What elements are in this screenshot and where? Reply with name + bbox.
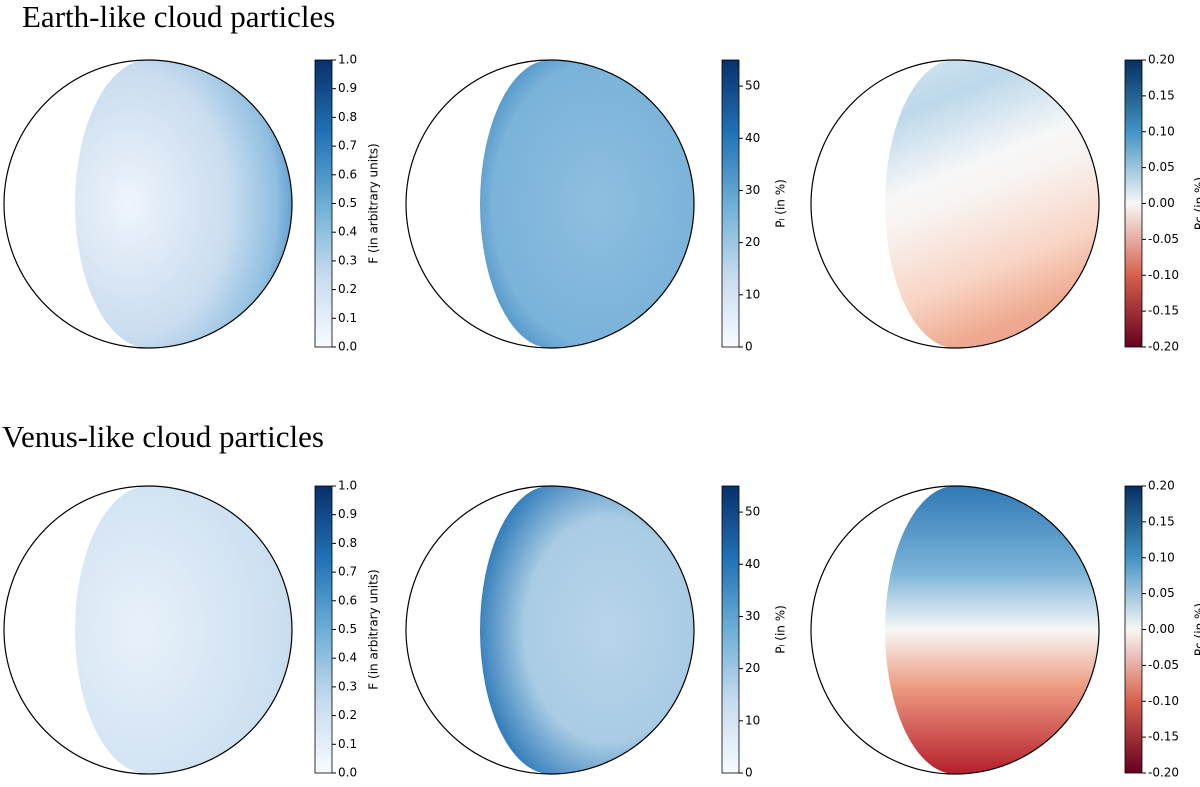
colorbar [314,59,333,348]
colorbar-tick-label: 0.3 [338,253,357,267]
colorbar-label: F (in arbitrary units) [367,143,381,263]
colorbar-tick-label: 0.2 [338,708,357,722]
colorbar-tick-label: 30 [745,609,760,623]
colorbar-tick-label: 0 [745,340,753,354]
colorbar-tick-label: 30 [745,183,760,197]
colorbar-tick-label: 0.6 [338,167,357,181]
colorbar-tick-label: 0.9 [338,81,357,95]
colorbar-tick-label: 0.5 [338,196,357,210]
colorbar-tick-label: 40 [745,131,760,145]
colorbar [314,485,333,774]
disk-image [885,60,1099,348]
colorbar-tick-label: 0.20 [1148,53,1175,67]
colorbar-tick-label: 0.1 [338,737,357,751]
colorbar-tick-label: 0.2 [338,282,357,296]
colorbar-tick-label: 0.5 [338,622,357,636]
disk-image [75,486,292,774]
colorbar-tick-label: 20 [745,661,760,675]
colorbar-tick-label: 0.0 [338,340,357,354]
colorbar-tick-label: 10 [745,713,760,727]
colorbar-tick-label: 0.00 [1148,196,1175,210]
colorbar-tick-label: 10 [745,287,760,301]
colorbar-tick-label: 0.8 [338,536,357,550]
disk-image [480,486,694,774]
colorbar-tick-label: 0.15 [1148,88,1175,102]
colorbar-tick-label: 0.8 [338,110,357,124]
row-title: Earth-like cloud particles [22,0,335,34]
disk-image [480,60,694,348]
colorbar-label: Pc (in %) [1193,177,1200,230]
disk-outline [3,59,293,349]
colorbar-tick-label: 0.20 [1148,479,1175,493]
colorbar-tick-label: 0.15 [1148,514,1175,528]
colorbar-tick-label: 0 [745,766,753,780]
colorbar-tick-label: 20 [745,235,760,249]
colorbar-tick-label: -0.20 [1148,340,1179,354]
colorbar-tick-label: 0.0 [338,766,357,780]
colorbar-tick-label: 40 [745,557,760,571]
row-title: Venus-like cloud particles [2,419,324,454]
disk-outline [405,485,695,775]
colorbar-tick-label: 50 [745,79,760,93]
colorbar-tick-label: 1.0 [338,53,357,67]
colorbar-tick-label: 0.10 [1148,550,1175,564]
colorbar-tick-label: 0.4 [338,651,357,665]
colorbar-tick-label: -0.10 [1148,268,1179,282]
colorbar-tick-label: 0.4 [338,225,357,239]
colorbar [721,59,740,348]
colorbar [1124,59,1143,348]
colorbar-tick-label: -0.05 [1148,232,1179,246]
colorbar-tick-label: 1.0 [338,479,357,493]
colorbar [721,485,740,774]
colorbar-label: F (in arbitrary units) [367,569,381,689]
colorbar-tick-label: 0.6 [338,593,357,607]
colorbar-label: Pₗ (in %) [774,605,788,654]
colorbar-tick-label: 50 [745,505,760,519]
disk-image [75,60,292,348]
colorbar-tick-label: 0.05 [1148,160,1175,174]
colorbar-label: Pc (in %) [1193,603,1200,656]
colorbar-tick-label: 0.00 [1148,622,1175,636]
disk-image [885,486,1099,774]
colorbar-tick-label: -0.20 [1148,766,1179,780]
colorbar-tick-label: -0.15 [1148,730,1179,744]
disk-outline [810,59,1100,349]
colorbar-tick-label: -0.15 [1148,304,1179,318]
disk-outline [405,59,695,349]
colorbar-label: Pₗ (in %) [774,179,788,228]
colorbar-tick-label: 0.7 [338,565,357,579]
colorbar-tick-label: 0.05 [1148,586,1175,600]
colorbar-tick-label: 0.9 [338,507,357,521]
colorbar [1124,485,1143,774]
disk-outline [810,485,1100,775]
colorbar-tick-label: 0.3 [338,679,357,693]
colorbar-tick-label: 0.1 [338,311,357,325]
disk-outline [3,485,293,775]
colorbar-tick-label: 0.7 [338,139,357,153]
colorbar-tick-label: -0.10 [1148,694,1179,708]
colorbar-tick-label: -0.05 [1148,658,1179,672]
colorbar-tick-label: 0.10 [1148,124,1175,138]
